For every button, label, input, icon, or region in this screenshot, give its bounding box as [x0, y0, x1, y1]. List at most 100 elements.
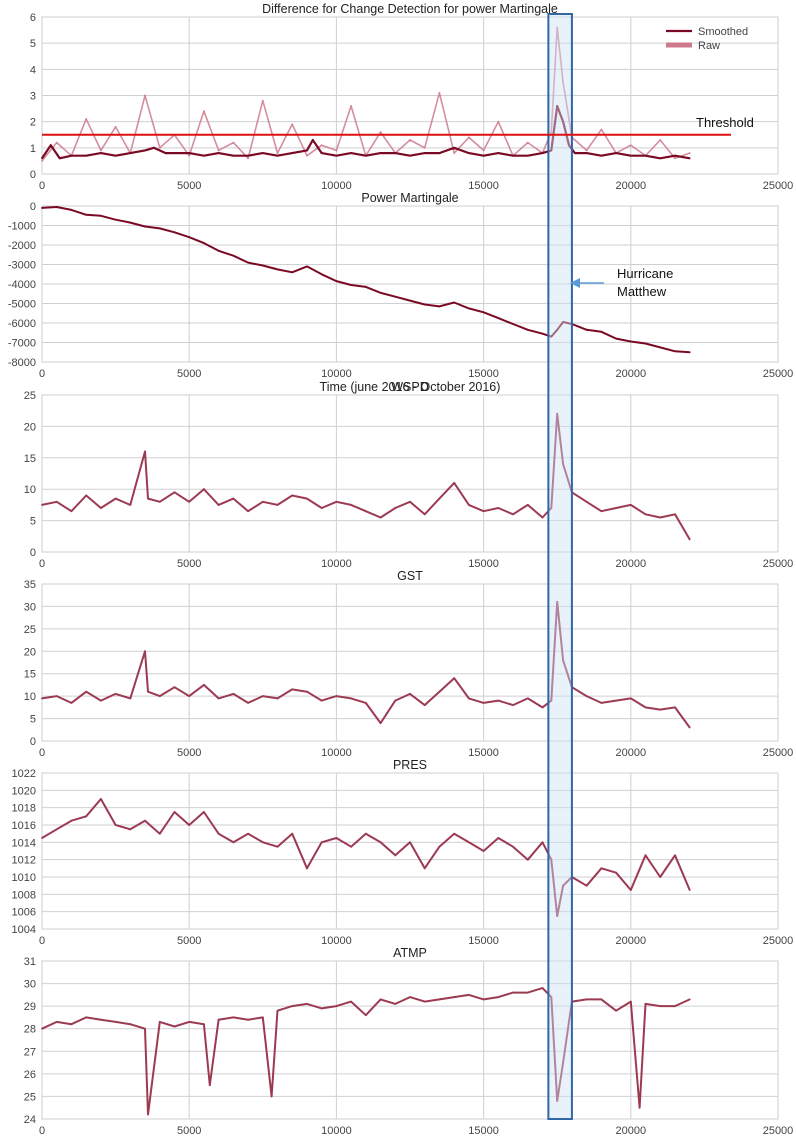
y-tick-label: 15	[24, 453, 36, 465]
data-point	[335, 154, 338, 157]
data-point	[659, 1005, 662, 1008]
data-point	[291, 123, 294, 126]
y-tick-label: 10	[24, 484, 36, 496]
data-point	[556, 328, 559, 331]
data-point	[173, 1025, 176, 1028]
data-point	[438, 845, 441, 848]
data-point	[41, 837, 43, 839]
data-point	[158, 695, 161, 698]
data-point	[556, 1100, 559, 1102]
y-tick-label: -5000	[8, 299, 36, 311]
data-point	[482, 510, 485, 513]
data-point	[467, 136, 470, 139]
data-point	[217, 832, 220, 835]
data-point	[350, 105, 353, 107]
data-point	[364, 832, 367, 835]
y-tick-label: 0	[30, 736, 36, 748]
data-point	[409, 841, 411, 844]
y-tick-label: -2000	[8, 240, 36, 252]
data-point	[438, 91, 441, 94]
data-point	[644, 342, 647, 345]
data-point	[158, 146, 161, 149]
y-tick-label: 31	[24, 956, 36, 968]
data-point	[58, 157, 61, 160]
threshold-label: Threshold	[696, 115, 754, 130]
data-point	[674, 706, 676, 709]
x-tick-label: 25000	[763, 747, 794, 759]
y-tick-label: 1012	[12, 855, 36, 867]
data-point	[688, 538, 691, 541]
data-point	[364, 286, 367, 288]
data-point	[85, 1016, 88, 1019]
data-point	[526, 504, 529, 506]
data-point	[306, 265, 308, 268]
data-point	[423, 303, 426, 306]
data-point	[188, 695, 191, 698]
data-point	[688, 351, 691, 354]
y-tick-label: 5	[30, 516, 36, 528]
data-point	[203, 110, 205, 113]
data-point	[41, 504, 43, 506]
panel-title-5: ATMP	[393, 946, 427, 960]
data-point	[562, 884, 564, 887]
y-tick-label: 25	[24, 390, 36, 402]
y-tick-label: -4000	[8, 279, 36, 291]
data-point	[247, 701, 249, 704]
x-tick-label: 20000	[616, 935, 647, 947]
data-point	[350, 152, 353, 154]
y-tick-label: 15	[24, 669, 36, 681]
data-point	[41, 697, 43, 700]
data-point	[114, 497, 117, 500]
data-point	[379, 291, 382, 294]
y-tick-label: 1022	[12, 768, 36, 780]
data-point	[85, 815, 88, 818]
data-point	[188, 152, 191, 154]
data-point	[438, 305, 441, 308]
x-tick-label: 10000	[321, 935, 352, 947]
data-point	[438, 998, 441, 1001]
data-point	[291, 688, 294, 691]
x-tick-label: 0	[39, 368, 45, 380]
data-point	[158, 227, 161, 230]
data-point	[41, 160, 43, 162]
y-tick-label: 3	[30, 91, 36, 103]
data-point	[585, 500, 588, 503]
data-point	[497, 996, 500, 999]
data-point	[541, 706, 544, 709]
data-point	[276, 845, 279, 848]
data-point	[615, 337, 617, 340]
y-tick-label: 1020	[12, 785, 36, 797]
x-tick-label: 20000	[616, 368, 647, 380]
data-point	[70, 701, 73, 704]
y-tick-label: -6000	[8, 318, 36, 330]
data-point	[562, 81, 564, 84]
data-point	[350, 284, 353, 286]
data-point	[526, 141, 529, 144]
data-point	[659, 516, 662, 519]
data-point	[129, 697, 132, 700]
data-point	[615, 699, 617, 702]
data-point	[467, 697, 470, 700]
data-point	[512, 513, 514, 516]
data-point	[550, 335, 553, 338]
data-point	[659, 708, 662, 711]
y-tick-label: -1000	[8, 221, 36, 233]
data-point	[114, 154, 117, 157]
x-tick-label: 5000	[177, 1125, 201, 1137]
data-point	[247, 510, 249, 513]
data-point	[512, 154, 514, 157]
data-point	[423, 513, 426, 516]
data-point	[129, 152, 132, 154]
y-tick-label: 25	[24, 1091, 36, 1103]
data-point	[291, 152, 294, 154]
data-point	[394, 1002, 397, 1005]
data-point	[114, 1021, 117, 1023]
data-point	[217, 149, 220, 152]
data-point	[659, 346, 662, 349]
panel-title-2: WSPD	[391, 380, 429, 394]
data-point	[600, 867, 603, 870]
x-tick-label: 20000	[616, 747, 647, 759]
data-point	[147, 1113, 149, 1116]
data-point	[129, 1023, 132, 1026]
data-point	[217, 697, 220, 700]
